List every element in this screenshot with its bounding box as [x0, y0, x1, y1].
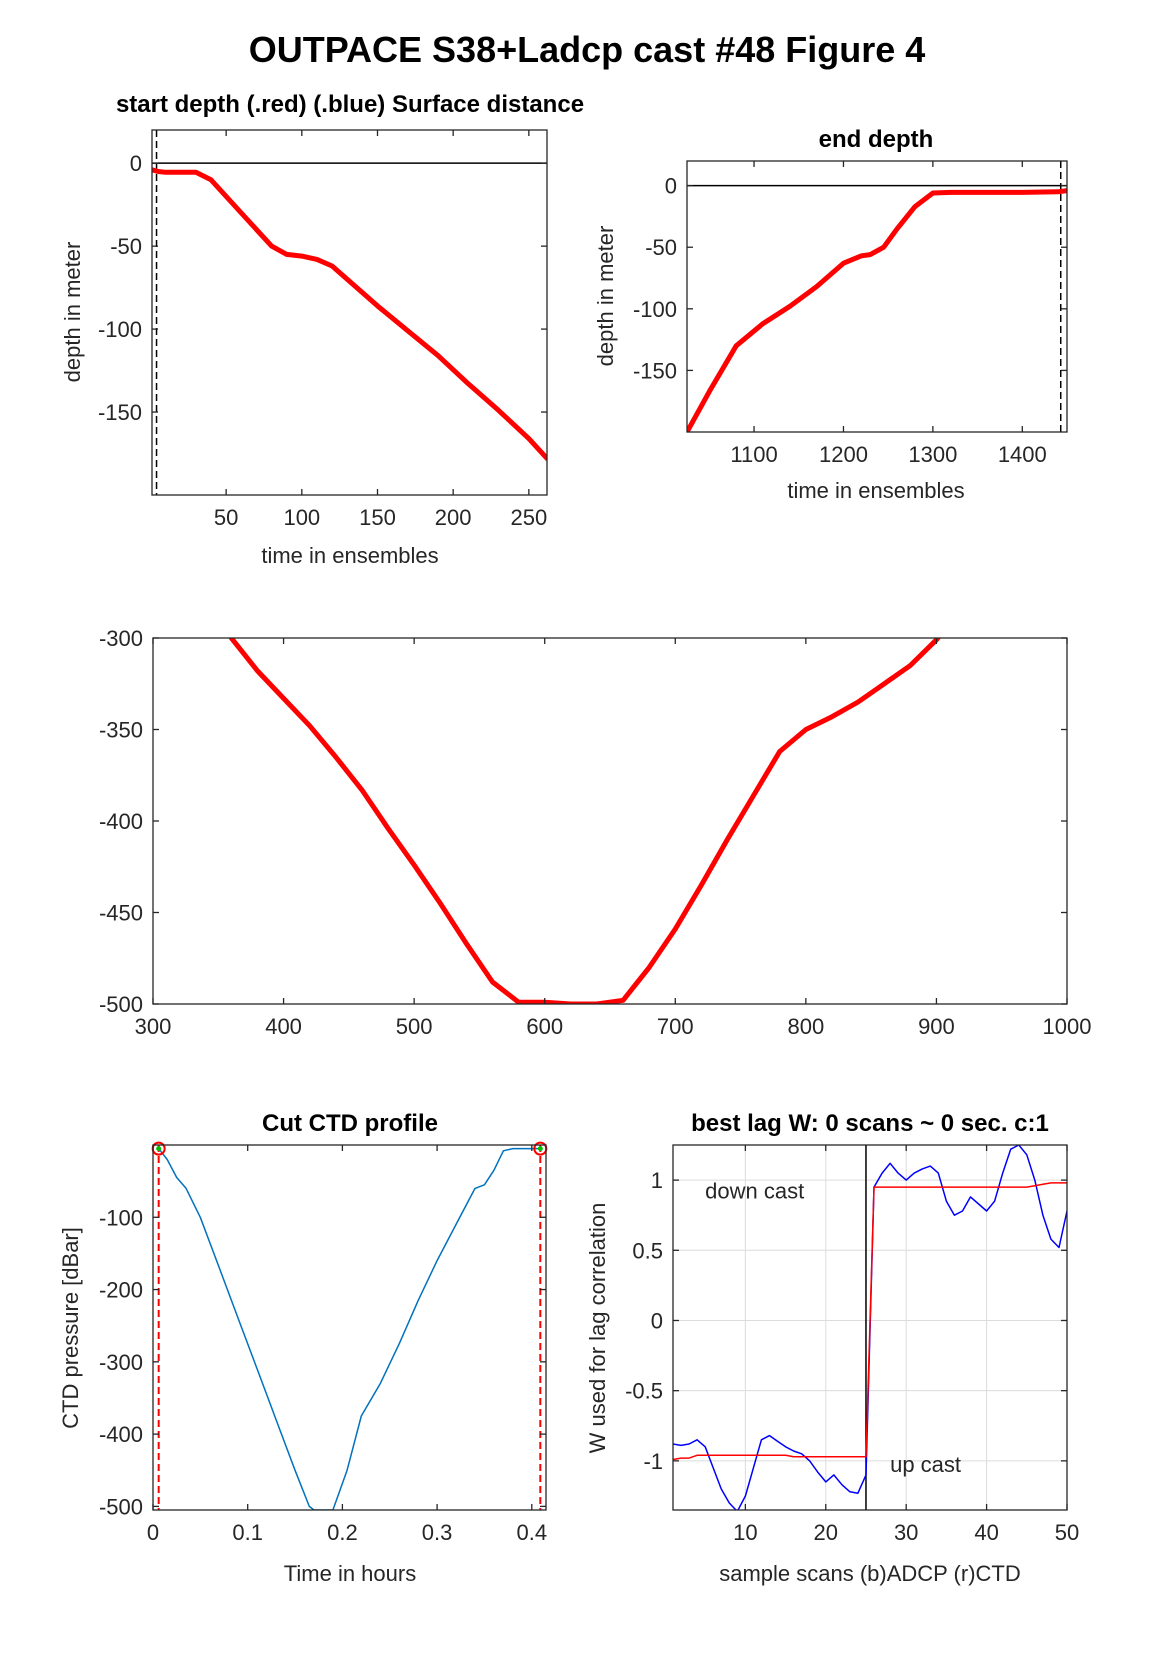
y-axis-label: CTD pressure [dBar] — [58, 1227, 83, 1429]
chart-title: Cut CTD profile — [262, 1110, 438, 1137]
panel-lag-correlation: best lag W: 0 scans ~ 0 sec. c:1 sample … — [585, 1110, 1079, 1586]
y-axis-label: W used for lag correlation — [585, 1203, 610, 1454]
x-tick-label: 600 — [526, 1014, 563, 1039]
y-tick-label: 0 — [130, 151, 142, 176]
endpoint-marker-dot — [537, 1146, 543, 1152]
x-tick-label: 30 — [894, 1520, 918, 1545]
series-line-0 — [157, 1147, 542, 1510]
x-tick-label: 1200 — [819, 442, 868, 467]
x-axis-label: time in ensembles — [787, 478, 964, 503]
y-tick-label: -350 — [99, 718, 143, 743]
x-tick-label: 0.4 — [516, 1520, 547, 1545]
y-tick-label: -400 — [99, 1422, 143, 1447]
plot-area — [673, 1145, 1067, 1510]
axes-box — [151, 129, 548, 496]
x-tick-label: 1300 — [908, 442, 957, 467]
series-line-0 — [687, 188, 1067, 432]
x-tick-label: 200 — [435, 505, 472, 530]
x-tick-label: 50 — [214, 505, 238, 530]
panel-end-depth: end depth time in ensembles depth in met… — [593, 126, 1068, 503]
plot-area — [228, 638, 942, 1004]
y-tick-label: -0.5 — [625, 1379, 663, 1404]
y-axis-label: depth in meter — [60, 242, 85, 383]
y-tick-label: -50 — [110, 234, 142, 259]
axes-box — [152, 637, 1068, 1005]
y-tick-label: -100 — [633, 297, 677, 322]
x-tick-label: 300 — [135, 1014, 172, 1039]
y-tick-label: -200 — [99, 1278, 143, 1303]
y-tick-label: -450 — [99, 901, 143, 926]
x-tick-label: 1100 — [730, 442, 777, 467]
x-tick-label: 0.3 — [422, 1520, 453, 1545]
panel-bottom-depth: 300 400 500 600 700 800 900 1000 -300 -350 -400 -45… — [99, 626, 1092, 1039]
axes-box — [672, 1144, 1068, 1511]
panel-ctd-profile: Cut CTD profile Time in hours CTD pressu… — [58, 1110, 548, 1586]
x-tick-label: 100 — [283, 505, 320, 530]
y-tick-label: -100 — [99, 1205, 143, 1230]
plot-area — [687, 161, 1067, 432]
series-line-0 — [228, 638, 942, 1004]
y-axis-label: depth in meter — [593, 226, 618, 367]
y-tick-label: -500 — [99, 1494, 143, 1519]
plot-area — [152, 130, 547, 495]
series-line-0 — [152, 167, 547, 461]
plot-area — [157, 1145, 542, 1510]
y-tick-label: -300 — [99, 626, 143, 651]
y-tick-label: -400 — [99, 809, 143, 834]
y-tick-label: -50 — [645, 235, 677, 260]
x-tick-label: 800 — [787, 1014, 824, 1039]
y-tick-label: 1 — [651, 1168, 663, 1193]
y-tick-label: 0.5 — [632, 1238, 663, 1263]
x-tick-label: 0.1 — [232, 1520, 263, 1545]
figure-title: OUTPACE S38+Ladcp cast #48 Figure 4 — [249, 29, 926, 70]
y-tick-label: -150 — [633, 358, 677, 383]
y-tick-label: -300 — [99, 1350, 143, 1375]
x-tick-label: 250 — [510, 505, 547, 530]
x-tick-label: 900 — [918, 1014, 955, 1039]
y-tick-label: -1 — [643, 1449, 663, 1474]
annotation: down cast — [705, 1178, 804, 1203]
chart-title: best lag W: 0 scans ~ 0 sec. c:1 — [691, 1110, 1049, 1137]
x-tick-label: 1400 — [998, 442, 1047, 467]
x-tick-label: 20 — [814, 1520, 838, 1545]
x-tick-label: 50 — [1055, 1520, 1079, 1545]
chart-title: end depth — [819, 126, 934, 153]
y-tick-label: -150 — [98, 400, 142, 425]
x-tick-label: 150 — [359, 505, 396, 530]
x-tick-label: 1000 — [1043, 1014, 1092, 1039]
x-tick-label: 40 — [974, 1520, 998, 1545]
x-tick-label: 10 — [733, 1520, 757, 1545]
y-tick-label: 0 — [651, 1308, 663, 1333]
x-tick-label: 700 — [657, 1014, 694, 1039]
x-axis-label: Time in hours — [284, 1561, 416, 1586]
x-axis-label: time in ensembles — [261, 543, 438, 568]
x-tick-label: 500 — [396, 1014, 433, 1039]
endpoint-marker-dot — [156, 1146, 162, 1152]
x-axis-label: sample scans (b)ADCP (r)CTD — [719, 1561, 1021, 1586]
series-line-1 — [673, 1182, 1067, 1461]
x-tick-label: 0.2 — [327, 1520, 358, 1545]
x-tick-label: 0 — [147, 1520, 159, 1545]
x-tick-label: 400 — [265, 1014, 302, 1039]
axes-box — [152, 1144, 547, 1511]
annotation: up cast — [890, 1452, 961, 1477]
panel-start-depth: start depth (.red) (.blue) Surface dista… — [60, 91, 584, 568]
axes-box — [686, 160, 1068, 433]
y-tick-label: -100 — [98, 317, 142, 342]
y-tick-label: -500 — [99, 992, 143, 1017]
y-tick-label: 0 — [665, 174, 677, 199]
chart-title: start depth (.red) (.blue) Surface dista… — [116, 91, 584, 118]
